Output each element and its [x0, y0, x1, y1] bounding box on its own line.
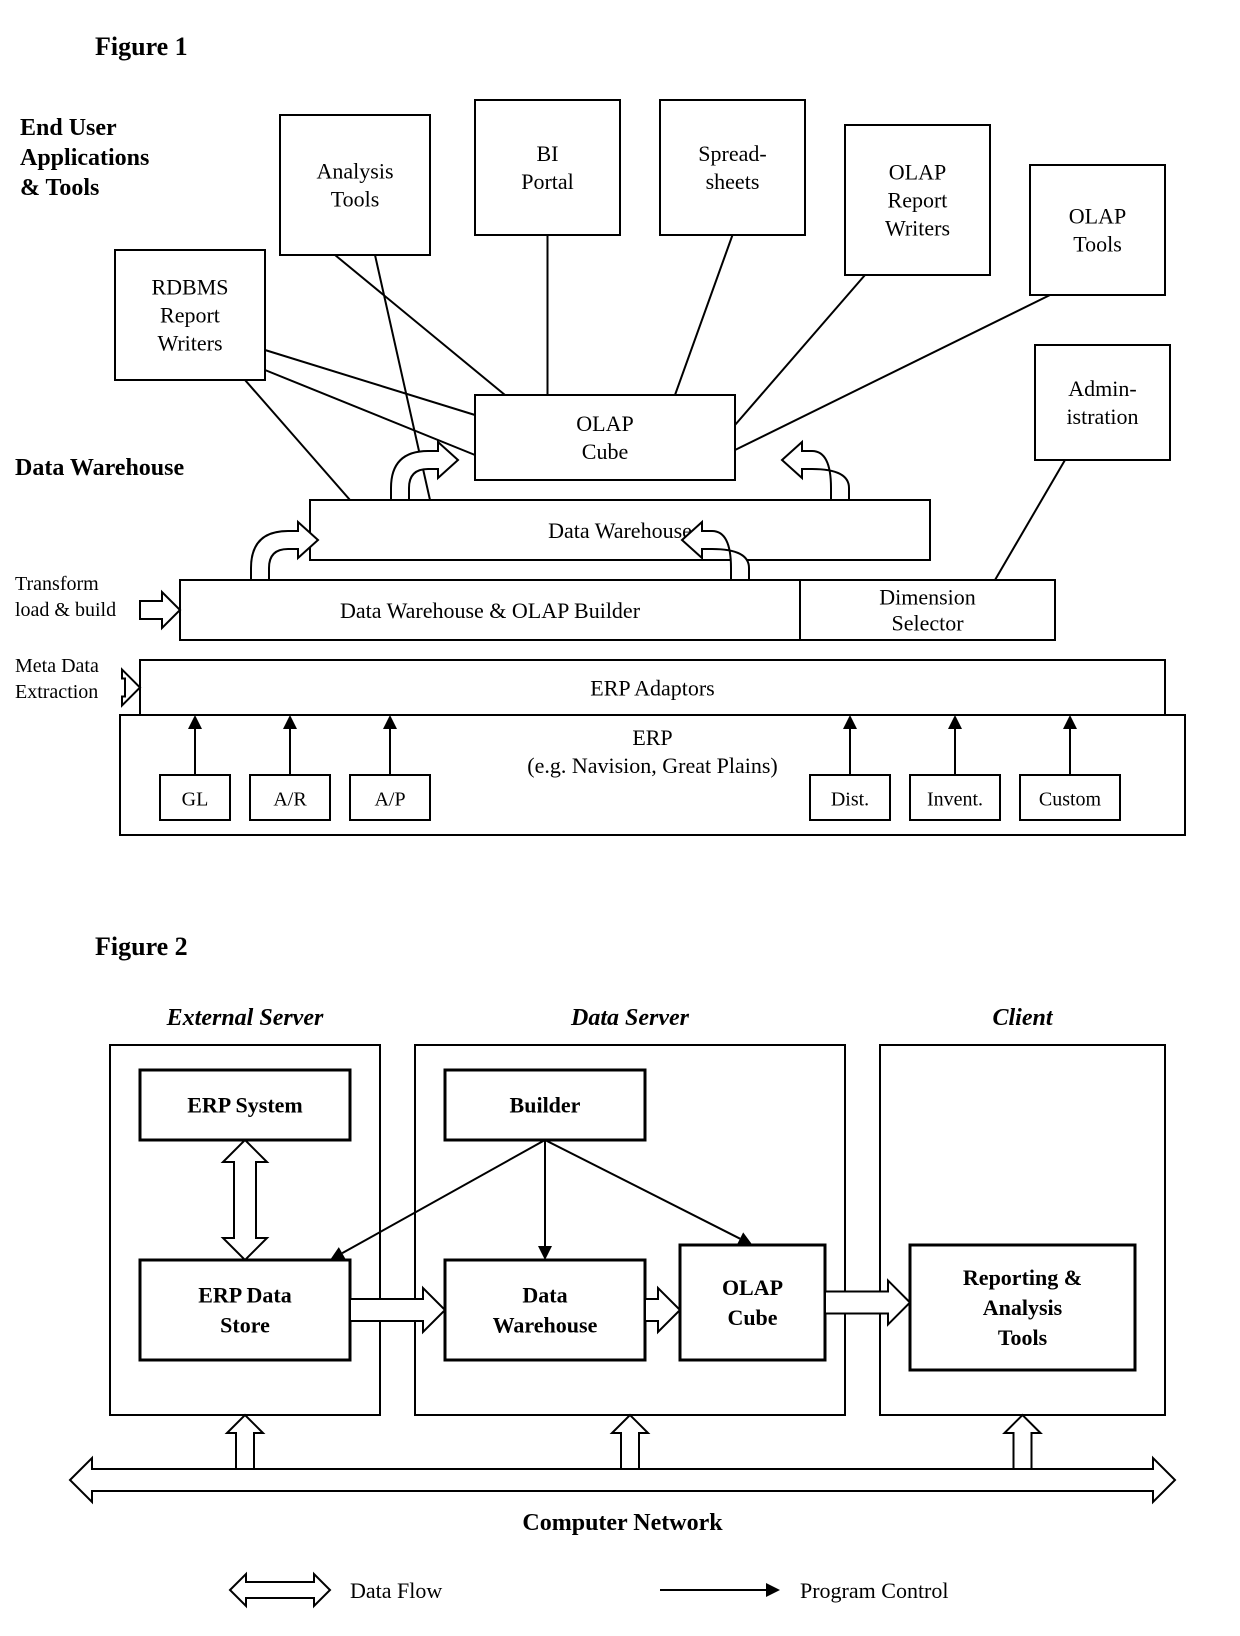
- label: ERP: [632, 725, 672, 750]
- label: Portal: [521, 169, 574, 194]
- label: ERP Data: [198, 1283, 292, 1308]
- label: Cube: [727, 1305, 777, 1330]
- label: A/P: [374, 789, 405, 811]
- hollow-arrow-double: [230, 1574, 330, 1606]
- label: Data: [522, 1283, 567, 1308]
- label: Report: [888, 188, 948, 213]
- label: End User: [20, 115, 117, 141]
- label: Dist.: [831, 789, 869, 811]
- label: Applications: [20, 145, 149, 171]
- box-spread: [660, 100, 805, 235]
- label: Writers: [885, 216, 950, 241]
- line: [335, 255, 505, 395]
- label: istration: [1066, 404, 1138, 429]
- label: External Server: [166, 1005, 324, 1031]
- label: Dimension: [879, 585, 976, 610]
- box-analysis: [280, 115, 430, 255]
- label: A/R: [273, 789, 307, 811]
- label: Tools: [331, 187, 380, 212]
- label: OLAP: [1069, 204, 1126, 229]
- box2-cube: [680, 1245, 825, 1360]
- line: [675, 235, 733, 395]
- label: Tools: [998, 1325, 1048, 1350]
- line: [995, 460, 1065, 580]
- label: Report: [160, 303, 220, 328]
- label: sheets: [706, 169, 760, 194]
- hollow-arrow: [122, 670, 140, 706]
- label: Tools: [1073, 232, 1122, 257]
- label: OLAP: [889, 160, 946, 185]
- label: Analysis: [983, 1295, 1063, 1320]
- label: OLAP: [576, 411, 633, 436]
- label: Computer Network: [522, 1510, 723, 1536]
- label: (e.g. Navision, Great Plains): [527, 753, 778, 778]
- label: Cube: [582, 439, 628, 464]
- label: Transform: [15, 573, 99, 595]
- hollow-arrow-v: [1005, 1415, 1041, 1469]
- label: Analysis: [317, 159, 394, 184]
- label: Selector: [891, 611, 964, 636]
- label: Data Warehouse: [15, 455, 184, 481]
- label: RDBMS: [151, 275, 228, 300]
- line: [735, 275, 865, 425]
- box2-erpStore: [140, 1260, 350, 1360]
- label: GL: [182, 789, 209, 811]
- label: ERP System: [187, 1093, 303, 1118]
- box-olap-cube: [475, 395, 735, 480]
- label: Custom: [1039, 789, 1102, 811]
- hollow-arrow-v: [612, 1415, 648, 1469]
- label: Writers: [157, 331, 222, 356]
- label: ERP Adaptors: [590, 676, 714, 701]
- arrowhead: [766, 1583, 780, 1597]
- box-olapTools: [1030, 165, 1165, 295]
- label: Client: [992, 1005, 1053, 1031]
- hollow-arrow-v: [227, 1415, 263, 1469]
- label: Data Flow: [350, 1578, 442, 1603]
- fig2-title: Figure 2: [95, 932, 188, 961]
- hollow-curve: [251, 522, 318, 580]
- label: Data Server: [570, 1005, 690, 1031]
- label: Data Warehouse: [548, 518, 692, 543]
- label: OLAP: [722, 1275, 783, 1300]
- label: load & build: [15, 599, 116, 621]
- label: Program Control: [800, 1578, 949, 1603]
- box2-dw: [445, 1260, 645, 1360]
- label: Data Warehouse & OLAP Builder: [340, 598, 641, 623]
- fig1-title: Figure 1: [95, 32, 188, 61]
- label: Extraction: [15, 681, 98, 703]
- label: Store: [220, 1313, 270, 1338]
- label: Spread-: [698, 141, 766, 166]
- label: Reporting &: [963, 1265, 1082, 1290]
- label: BI: [537, 141, 559, 166]
- label: Invent.: [927, 789, 983, 811]
- hollow-curve: [782, 442, 849, 500]
- box-bi: [475, 100, 620, 235]
- line: [735, 295, 1050, 450]
- label: Meta Data: [15, 655, 99, 677]
- label: Admin-: [1068, 376, 1136, 401]
- box-admin: [1035, 345, 1170, 460]
- label: Warehouse: [493, 1313, 598, 1338]
- hollow-arrow: [140, 592, 180, 628]
- label: Builder: [510, 1093, 581, 1118]
- label: & Tools: [20, 175, 99, 201]
